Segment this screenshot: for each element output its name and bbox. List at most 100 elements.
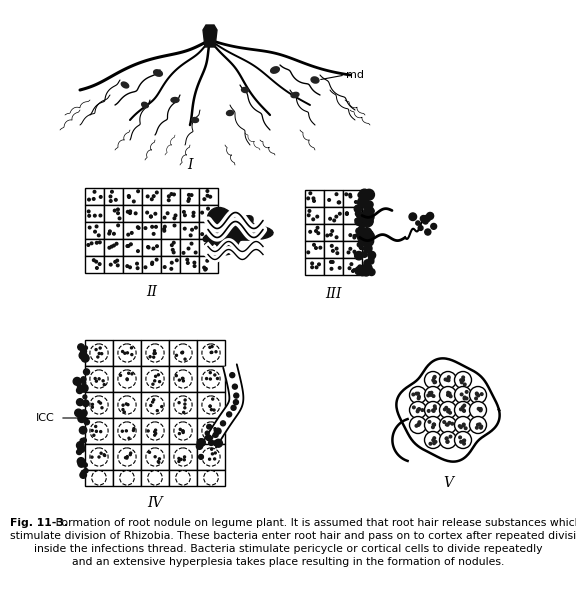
Circle shape — [464, 383, 466, 386]
Circle shape — [126, 430, 127, 432]
Circle shape — [312, 197, 314, 200]
Circle shape — [92, 404, 93, 405]
Text: Fig. 11-3.: Fig. 11-3. — [10, 518, 68, 528]
Bar — [123, 205, 142, 222]
Circle shape — [93, 434, 95, 437]
Circle shape — [147, 246, 149, 248]
Bar — [199, 239, 218, 256]
Circle shape — [458, 425, 461, 428]
Circle shape — [99, 347, 101, 349]
Circle shape — [349, 248, 351, 250]
Circle shape — [346, 212, 348, 215]
Circle shape — [480, 393, 483, 395]
Circle shape — [93, 214, 96, 217]
Circle shape — [451, 422, 453, 425]
Circle shape — [184, 407, 186, 409]
Circle shape — [418, 422, 420, 425]
Bar — [104, 205, 123, 222]
Circle shape — [209, 458, 211, 460]
Circle shape — [184, 358, 186, 360]
Circle shape — [433, 410, 435, 412]
Circle shape — [367, 202, 373, 208]
Circle shape — [181, 352, 183, 354]
Circle shape — [432, 395, 435, 398]
Circle shape — [313, 243, 315, 246]
Circle shape — [363, 264, 370, 271]
Circle shape — [147, 471, 162, 485]
Circle shape — [137, 267, 139, 270]
Bar — [169, 340, 197, 366]
Circle shape — [358, 193, 363, 198]
Circle shape — [96, 242, 98, 244]
Circle shape — [149, 356, 151, 358]
Circle shape — [80, 472, 86, 478]
Circle shape — [454, 416, 472, 434]
Circle shape — [204, 267, 207, 270]
Circle shape — [353, 251, 356, 253]
Circle shape — [410, 416, 426, 434]
Circle shape — [130, 231, 133, 234]
Bar — [197, 470, 225, 486]
Circle shape — [152, 233, 155, 235]
Circle shape — [126, 403, 127, 405]
Circle shape — [439, 371, 457, 389]
Circle shape — [210, 408, 213, 411]
Circle shape — [78, 446, 85, 453]
Circle shape — [128, 196, 130, 199]
Polygon shape — [392, 419, 424, 461]
Circle shape — [361, 231, 372, 243]
Circle shape — [113, 209, 116, 212]
Circle shape — [172, 251, 175, 254]
Circle shape — [126, 456, 128, 457]
Circle shape — [356, 228, 362, 234]
Bar — [197, 366, 225, 392]
Circle shape — [204, 269, 206, 271]
Circle shape — [409, 213, 416, 221]
Circle shape — [358, 197, 369, 208]
Circle shape — [183, 411, 185, 413]
Circle shape — [98, 263, 101, 266]
Circle shape — [338, 201, 340, 204]
Circle shape — [77, 414, 81, 417]
Circle shape — [170, 261, 173, 264]
Circle shape — [433, 442, 435, 444]
Bar — [85, 470, 113, 486]
Circle shape — [126, 265, 128, 267]
Circle shape — [307, 197, 309, 200]
Circle shape — [201, 233, 203, 236]
Circle shape — [149, 451, 150, 453]
Circle shape — [120, 471, 134, 485]
Circle shape — [469, 386, 487, 404]
Circle shape — [329, 233, 332, 236]
Circle shape — [439, 401, 457, 419]
Circle shape — [147, 246, 150, 249]
Circle shape — [362, 266, 368, 272]
Circle shape — [173, 217, 176, 219]
Circle shape — [206, 377, 207, 380]
Circle shape — [214, 428, 216, 429]
Circle shape — [332, 249, 334, 252]
Circle shape — [415, 392, 418, 395]
Circle shape — [154, 429, 157, 431]
Bar — [85, 239, 104, 256]
Circle shape — [100, 402, 101, 404]
Circle shape — [362, 252, 367, 257]
Circle shape — [309, 230, 312, 233]
Circle shape — [190, 242, 193, 245]
Circle shape — [174, 396, 192, 414]
Circle shape — [447, 392, 449, 394]
Bar — [343, 207, 362, 224]
Circle shape — [154, 212, 157, 215]
Circle shape — [202, 396, 220, 414]
Bar — [161, 188, 180, 205]
Circle shape — [475, 397, 478, 400]
Circle shape — [209, 378, 211, 380]
Bar — [343, 224, 362, 241]
Bar — [113, 444, 141, 470]
Bar — [199, 256, 218, 273]
Circle shape — [207, 208, 209, 210]
Circle shape — [182, 377, 184, 380]
Circle shape — [361, 269, 367, 275]
Circle shape — [77, 399, 84, 405]
Circle shape — [433, 423, 435, 426]
